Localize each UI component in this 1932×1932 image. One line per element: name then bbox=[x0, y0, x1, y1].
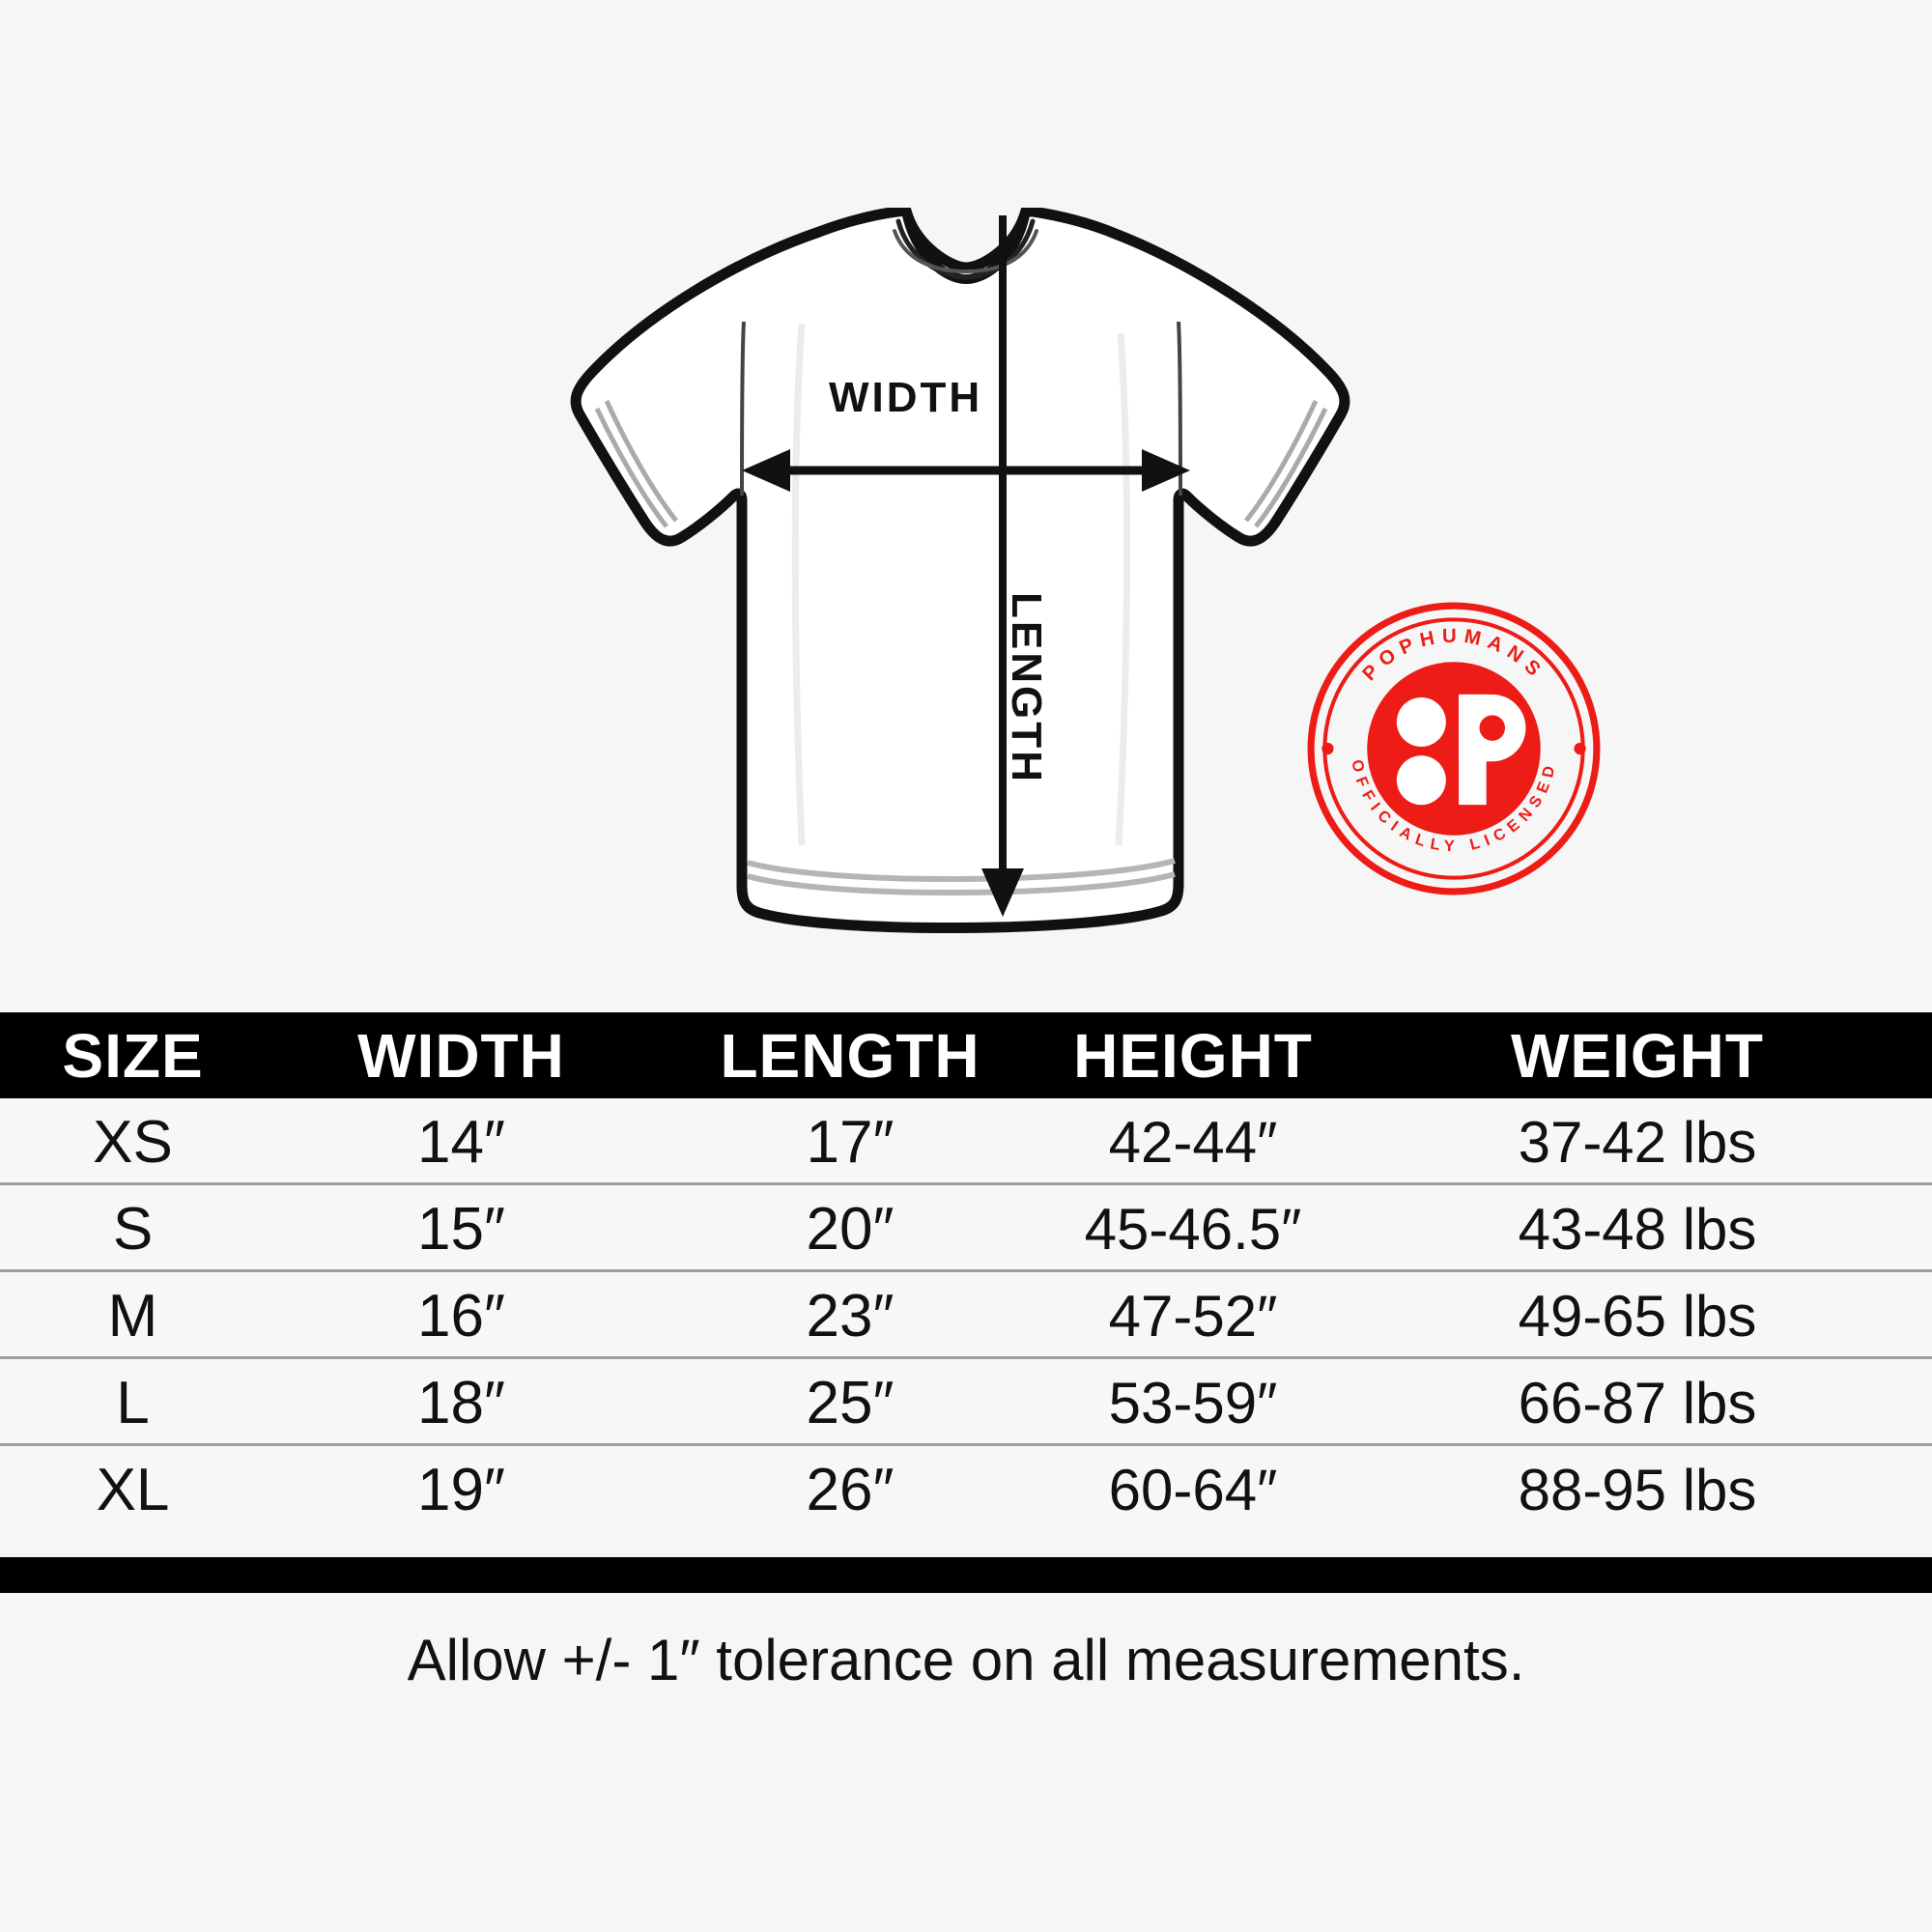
cell-weight: 43-48 lbs bbox=[1518, 1196, 1757, 1262]
table-row: XL 19″ 26″ 60-64″ 88-95 lbs bbox=[0, 1446, 1932, 1533]
cell-height: 53-59″ bbox=[1108, 1370, 1278, 1435]
tolerance-note: Allow +/- 1″ tolerance on all measuremen… bbox=[407, 1628, 1525, 1692]
table-row: M 16″ 23″ 47-52″ 49-65 lbs bbox=[0, 1272, 1932, 1359]
column-header-weight: WEIGHT bbox=[1511, 1020, 1764, 1091]
cell-size: M bbox=[107, 1282, 158, 1350]
length-measurement-label: LENGTH bbox=[1003, 592, 1050, 784]
cell-width: 15″ bbox=[417, 1195, 505, 1263]
cell-weight: 37-42 lbs bbox=[1518, 1109, 1757, 1175]
logo-side-dot-left bbox=[1321, 742, 1334, 755]
logo-dot-top bbox=[1396, 696, 1446, 747]
pophumans-logo-badge: POPHUMANS OFFICIALLY LICENSED bbox=[1307, 602, 1601, 895]
cell-height: 47-52″ bbox=[1108, 1283, 1278, 1349]
cell-width: 19″ bbox=[417, 1456, 505, 1523]
cell-size: XL bbox=[96, 1456, 170, 1523]
column-header-length: LENGTH bbox=[720, 1020, 980, 1091]
cell-length: 20″ bbox=[806, 1195, 895, 1263]
cell-width: 18″ bbox=[417, 1369, 505, 1436]
table-row: S 15″ 20″ 45-46.5″ 43-48 lbs bbox=[0, 1185, 1932, 1272]
column-header-size: SIZE bbox=[62, 1020, 204, 1091]
table-footer-bar bbox=[0, 1557, 1932, 1593]
cell-size: L bbox=[116, 1369, 150, 1436]
width-measurement-label: WIDTH bbox=[829, 374, 983, 421]
logo-dot-bottom bbox=[1396, 755, 1446, 806]
illustration-area: WIDTH LENGTH POPHUMAN bbox=[570, 208, 1601, 934]
logo-outer-ring bbox=[1307, 602, 1601, 895]
column-header-width: WIDTH bbox=[357, 1020, 565, 1091]
vertical-down-arrow-icon bbox=[981, 215, 1024, 917]
cell-size: XS bbox=[93, 1108, 173, 1176]
logo-side-dot-right bbox=[1574, 742, 1586, 755]
column-header-height: HEIGHT bbox=[1073, 1020, 1313, 1091]
cell-size: S bbox=[112, 1195, 154, 1263]
size-chart-table: POPHUMANS OFFICIALLY LICENSED SIZE WIDTH… bbox=[0, 1012, 1932, 1593]
cell-width: 14″ bbox=[417, 1108, 505, 1176]
tshirt-outline-icon bbox=[570, 208, 1350, 934]
cell-length: 26″ bbox=[806, 1456, 895, 1523]
cell-height: 60-64″ bbox=[1108, 1457, 1278, 1522]
logo-monogram-p bbox=[1459, 694, 1526, 806]
horizontal-double-arrow-icon bbox=[742, 449, 1190, 492]
cell-weight: 49-65 lbs bbox=[1518, 1283, 1757, 1349]
cell-height: 42-44″ bbox=[1108, 1109, 1278, 1175]
cell-length: 17″ bbox=[806, 1108, 895, 1176]
cell-length: 25″ bbox=[806, 1369, 895, 1436]
cell-width: 16″ bbox=[417, 1282, 505, 1350]
table-row: XS 14″ 17″ 42-44″ 37-42 lbs bbox=[0, 1098, 1932, 1185]
cell-height: 45-46.5″ bbox=[1084, 1196, 1302, 1262]
cell-weight: 88-95 lbs bbox=[1518, 1457, 1757, 1522]
table-row: L 18″ 25″ 53-59″ 66-87 lbs bbox=[0, 1359, 1932, 1446]
cell-length: 23″ bbox=[806, 1282, 895, 1350]
table-header-row: SIZE WIDTH LENGTH HEIGHT WEIGHT bbox=[0, 1012, 1932, 1098]
cell-weight: 66-87 lbs bbox=[1518, 1370, 1757, 1435]
